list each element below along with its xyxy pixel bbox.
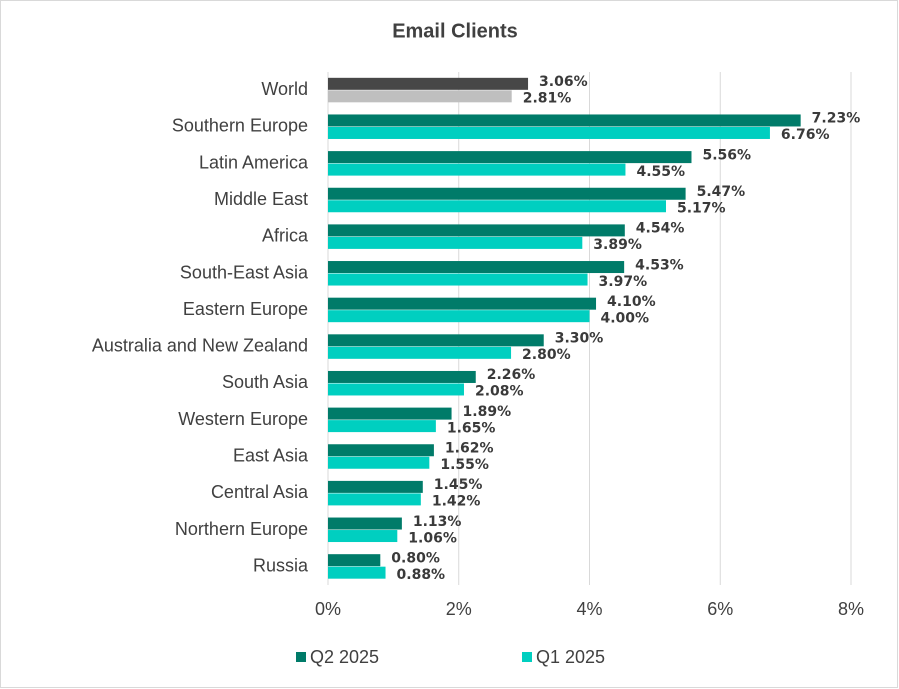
value-label: 3.97%: [599, 274, 648, 290]
y-tick-label: World: [261, 79, 308, 99]
bar: [328, 261, 625, 274]
bar: [328, 151, 692, 164]
value-label: 3.89%: [593, 237, 642, 253]
value-label: 5.47%: [697, 184, 746, 200]
value-label: 1.65%: [447, 420, 496, 436]
value-label: 2.26%: [487, 367, 536, 383]
y-tick-label: South-East Asia: [180, 262, 309, 282]
bar: [328, 480, 423, 493]
value-label: 1.89%: [463, 404, 512, 420]
value-label: 2.80%: [522, 347, 571, 363]
legend-label: Q2 2025: [310, 647, 379, 667]
value-label: 4.54%: [636, 221, 685, 237]
value-label: 4.53%: [635, 257, 684, 273]
value-label: 1.06%: [408, 530, 457, 546]
legend-swatch: [522, 652, 532, 662]
y-tick-label: Latin America: [199, 152, 309, 172]
y-tick-label: Central Asia: [211, 482, 309, 502]
bar: [328, 334, 544, 347]
value-label: 3.30%: [555, 331, 604, 347]
bar: [328, 383, 464, 396]
x-tick-label: 6%: [707, 599, 733, 619]
bar: [328, 114, 801, 127]
bar: [328, 236, 583, 249]
bar: [328, 407, 452, 420]
x-tick-label: 0%: [315, 599, 341, 619]
y-tick-label: Eastern Europe: [183, 299, 308, 319]
bar: [328, 163, 626, 176]
value-label: 1.45%: [434, 477, 483, 493]
value-label: 0.88%: [397, 567, 446, 583]
y-tick-label: Northern Europe: [175, 519, 308, 539]
bar: [328, 554, 381, 567]
value-label: 4.10%: [607, 294, 656, 310]
value-label: 1.42%: [432, 494, 481, 510]
chart-title: Email Clients: [392, 20, 518, 42]
y-tick-label: Middle East: [214, 189, 308, 209]
x-tick-label: 8%: [838, 599, 864, 619]
bar: [328, 224, 625, 237]
y-tick-label: South Asia: [222, 372, 309, 392]
y-tick-label: Southern Europe: [172, 116, 308, 136]
bar: [328, 530, 398, 543]
x-tick-label: 2%: [446, 599, 472, 619]
value-label: 0.80%: [391, 550, 440, 566]
value-label: 2.08%: [475, 384, 524, 400]
bar: [328, 187, 686, 200]
y-tick-label: East Asia: [233, 446, 309, 466]
bar: [328, 346, 512, 359]
bar: [328, 456, 430, 469]
bar: [328, 420, 436, 433]
value-label: 2.81%: [523, 91, 572, 107]
y-tick-label: Russia: [253, 555, 309, 575]
value-label: 1.55%: [440, 457, 489, 473]
bar: [328, 77, 529, 90]
bar: [328, 126, 770, 139]
value-label: 1.62%: [445, 441, 494, 457]
x-tick-label: 4%: [576, 599, 602, 619]
legend-label: Q1 2025: [536, 647, 605, 667]
value-label: 3.06%: [539, 74, 588, 90]
value-label: 1.13%: [413, 514, 462, 530]
value-label: 6.76%: [781, 127, 830, 143]
y-tick-label: Australia and New Zealand: [92, 336, 308, 356]
bar: [328, 310, 590, 323]
bar: [328, 444, 434, 457]
bar: [328, 297, 597, 310]
bar: [328, 566, 386, 579]
bar: [328, 200, 666, 213]
y-tick-label: Africa: [262, 226, 309, 246]
value-label: 5.17%: [677, 201, 726, 217]
value-label: 4.55%: [636, 164, 685, 180]
bar: [328, 90, 512, 103]
value-label: 4.00%: [601, 310, 650, 326]
legend-swatch: [296, 652, 306, 662]
bar: [328, 493, 421, 506]
bar: [328, 370, 476, 383]
bar: [328, 517, 402, 530]
bar: [328, 273, 588, 286]
value-label: 7.23%: [812, 111, 861, 127]
value-label: 5.56%: [702, 147, 751, 163]
y-tick-label: Western Europe: [178, 409, 308, 429]
